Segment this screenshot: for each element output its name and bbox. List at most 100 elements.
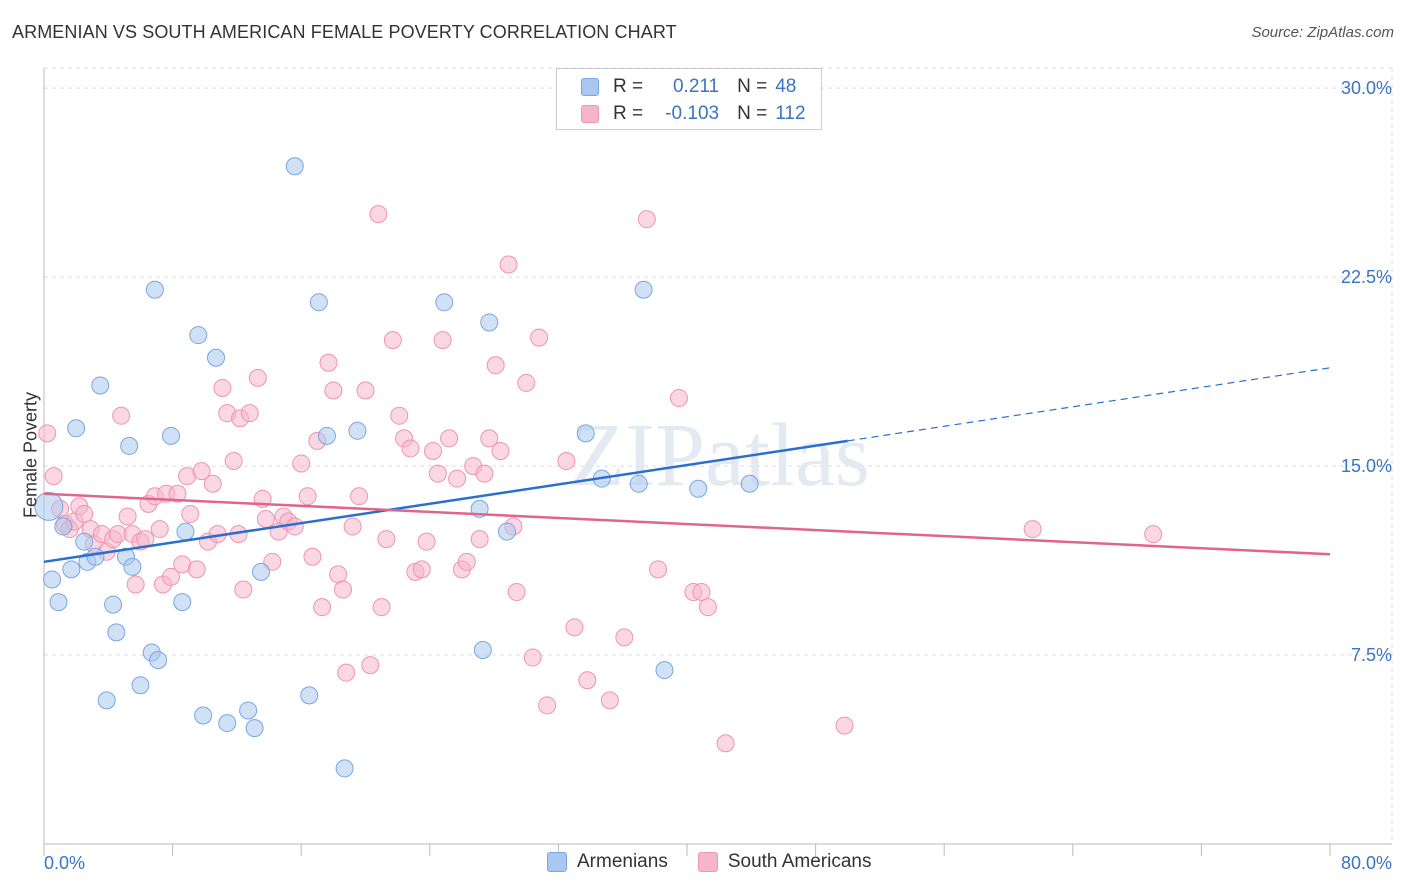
south-american-point — [256, 509, 275, 528]
south-american-point — [491, 441, 510, 460]
armenian-point — [104, 595, 123, 614]
armenian-point — [497, 522, 516, 541]
south-american-point — [303, 547, 322, 566]
south-american-point — [118, 507, 137, 526]
south-american-point — [523, 648, 542, 667]
armenian-point — [335, 759, 354, 778]
armenian-point — [34, 491, 64, 521]
south-american-point — [181, 504, 200, 523]
armenian-r-value: 0.211 — [672, 76, 720, 97]
south-american-point — [615, 628, 634, 647]
armenian-point — [348, 421, 367, 440]
source-label: Source: ZipAtlas.com — [1251, 24, 1394, 41]
armenian-point — [629, 474, 648, 493]
south-american-point — [350, 487, 369, 506]
y-tick-label: 22.5% — [1341, 267, 1392, 287]
armenian-point — [173, 593, 192, 612]
south-american-point — [480, 429, 499, 448]
y-tick-label: 30.0% — [1341, 78, 1392, 98]
armenian-point — [54, 517, 73, 536]
legend-item-armenians: Armenians — [547, 851, 668, 873]
south-american-point — [126, 575, 145, 594]
armenian-point — [67, 419, 86, 438]
armenian-point — [194, 706, 213, 725]
south-american-point — [372, 598, 391, 617]
x-tick-label-min: 0.0% — [44, 853, 85, 873]
x-ticks — [43, 844, 1331, 856]
armenian-point — [239, 701, 258, 720]
south-american-point — [337, 663, 356, 682]
armenian-point — [576, 424, 595, 443]
armenian-point — [245, 719, 264, 738]
south-american-point — [716, 734, 735, 753]
south-american-point — [457, 552, 476, 571]
south-american-point — [75, 504, 94, 523]
armenian-point — [107, 623, 126, 642]
south-american-point — [161, 567, 180, 586]
south-american-point — [692, 583, 711, 602]
south-american-point — [319, 353, 338, 372]
armenian-point — [145, 280, 164, 299]
armenian-point — [189, 326, 208, 345]
armenian-point — [473, 641, 492, 659]
south-american-point — [187, 560, 206, 579]
armenian-points — [34, 157, 759, 778]
south-american-point — [417, 532, 436, 551]
south-american-trend-line — [43, 492, 1331, 556]
armenian-point — [131, 676, 150, 695]
south-n-label: N = — [737, 103, 768, 124]
south-american-point — [224, 452, 243, 471]
south-american-point — [313, 598, 332, 617]
south-american-point — [203, 474, 222, 493]
south-american-point — [486, 356, 505, 375]
x-tick-label-max: 80.0% — [1341, 853, 1392, 873]
armenian-point — [161, 426, 180, 445]
south-american-point — [263, 552, 282, 571]
south-american-point — [248, 368, 267, 387]
series-legend: Armenians South Americans — [547, 851, 901, 873]
armenian-point — [75, 532, 94, 551]
armenian-point — [285, 157, 304, 176]
armenian-stats-row: R = 0.211 N = 48 — [581, 74, 796, 100]
south-american-point — [1023, 520, 1042, 539]
watermark: ZIPatlas — [570, 406, 870, 505]
armenian-point — [309, 293, 328, 312]
south-american-point — [343, 517, 362, 536]
south-american-point — [475, 464, 494, 483]
armenian-point — [435, 293, 454, 312]
armenian-point — [91, 376, 110, 395]
south-american-point — [698, 598, 717, 617]
south-american-point — [424, 441, 443, 460]
south-american-point — [333, 580, 352, 599]
armenian-point — [689, 479, 708, 498]
armenian-point — [655, 661, 674, 680]
south-n-value: 112 — [775, 103, 806, 124]
south-american-point — [440, 429, 459, 448]
armenian-point — [218, 714, 237, 733]
armenian-point — [43, 570, 62, 589]
south-american-point — [1144, 525, 1163, 544]
south-american-point — [369, 205, 388, 224]
south-american-point — [38, 424, 57, 443]
south-american-point — [517, 373, 536, 392]
south-american-point — [470, 530, 489, 549]
south-american-point — [356, 381, 375, 400]
south-american-point — [499, 255, 518, 274]
armenian-point — [480, 313, 499, 332]
south-r-label: R = — [613, 103, 644, 124]
south-american-point — [530, 328, 549, 347]
correlation-legend: R = 0.211 N = 48 R = -0.103 N = 112 — [556, 68, 822, 130]
south-american-point — [168, 484, 187, 503]
south-american-point — [383, 331, 402, 350]
south-american-point — [433, 331, 452, 350]
armenian-r-label: R = — [613, 76, 644, 97]
armenian-point — [300, 686, 319, 705]
south-american-point — [557, 452, 576, 471]
south-american-point — [401, 439, 420, 458]
south-american-point — [292, 454, 311, 473]
south-american-point — [324, 381, 343, 400]
south-american-point — [150, 520, 169, 539]
south-american-point — [377, 530, 396, 549]
y-tick-labels: 7.5% 15.0% 22.5% 30.0% — [1341, 78, 1392, 665]
